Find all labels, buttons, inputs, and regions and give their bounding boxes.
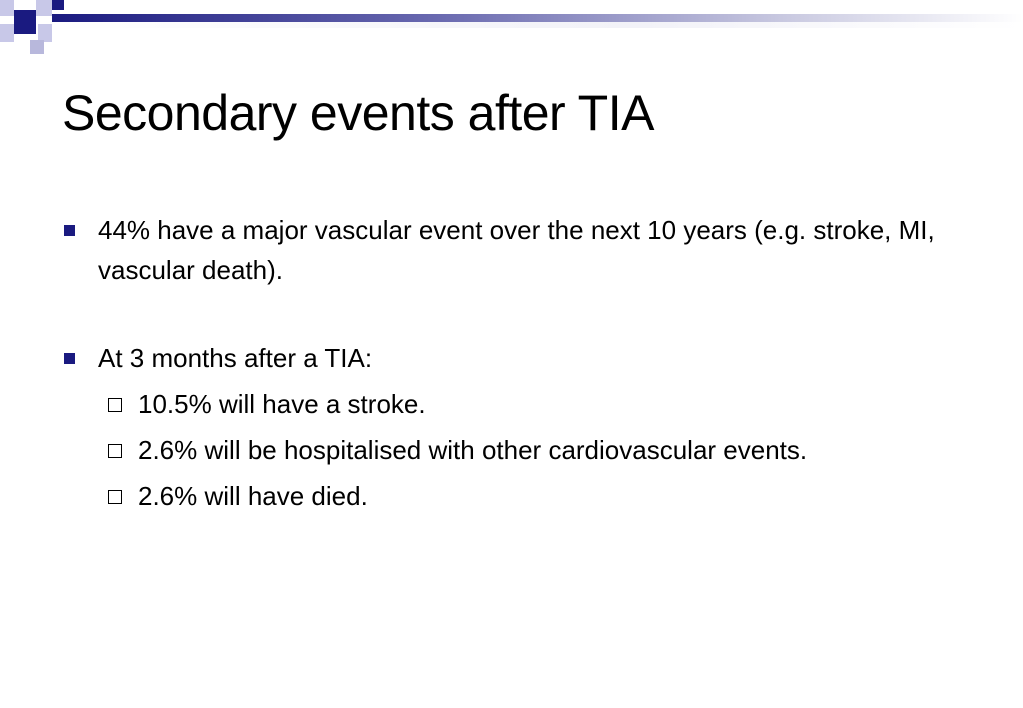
bullet-item: At 3 months after a TIA:	[62, 338, 982, 378]
sub-bullet-item: 2.6% will have died.	[62, 476, 982, 516]
sub-bullet-item: 10.5% will have a stroke.	[62, 384, 982, 424]
decor-square	[14, 10, 36, 34]
header-gradient-bar-shadow	[52, 22, 1023, 28]
decor-square	[36, 0, 52, 16]
decor-square	[0, 24, 14, 42]
decor-square	[30, 40, 44, 54]
bullet-spacer	[62, 290, 982, 338]
hollow-square-bullet-icon	[108, 490, 122, 504]
filled-square-bullet-icon	[64, 353, 75, 364]
bullet-text: At 3 months after a TIA:	[98, 343, 373, 373]
bullet-text: 44% have a major vascular event over the…	[98, 215, 935, 285]
header-gradient-bar	[52, 14, 1023, 22]
hollow-square-bullet-icon	[108, 444, 122, 458]
decor-square	[52, 0, 64, 10]
sub-bullet-item: 2.6% will be hospitalised with other car…	[62, 430, 982, 470]
sub-bullet-text: 10.5% will have a stroke.	[138, 389, 426, 419]
slide-title: Secondary events after TIA	[62, 85, 654, 141]
decor-square	[0, 0, 14, 16]
bullet-list: 44% have a major vascular event over the…	[62, 210, 982, 516]
decor-square	[38, 24, 52, 42]
header-decoration	[0, 0, 1023, 60]
hollow-square-bullet-icon	[108, 398, 122, 412]
filled-square-bullet-icon	[64, 225, 75, 236]
sub-bullet-text: 2.6% will be hospitalised with other car…	[138, 435, 808, 465]
sub-bullet-text: 2.6% will have died.	[138, 481, 368, 511]
bullet-item: 44% have a major vascular event over the…	[62, 210, 982, 290]
